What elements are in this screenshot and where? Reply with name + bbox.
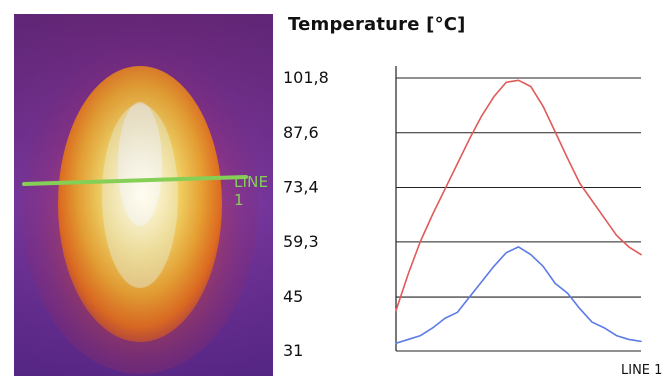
line-1-label: LINE 1 (234, 173, 269, 209)
temperature-chart: 101,8 87,6 73,4 59,3 45 31 LINE 1 (283, 56, 664, 376)
chart-svg: 101,8 87,6 73,4 59,3 45 31 LINE 1 (283, 66, 662, 376)
y-tick-label: 31 (283, 341, 303, 360)
chart-title: Temperature [°C] (288, 14, 466, 35)
y-tick-label: 59,3 (283, 232, 319, 251)
line-1-marker (22, 175, 248, 186)
x-axis-label: LINE 1 (621, 363, 662, 376)
y-tick-label: 87,6 (283, 123, 319, 142)
series-line-blue (395, 246, 642, 345)
y-tick-label: 73,4 (283, 178, 319, 197)
y-tick-label: 101,8 (283, 68, 329, 87)
series-line-red (395, 79, 642, 312)
thermal-image: LINE 1 (14, 14, 273, 376)
y-tick-label: 45 (283, 287, 303, 306)
